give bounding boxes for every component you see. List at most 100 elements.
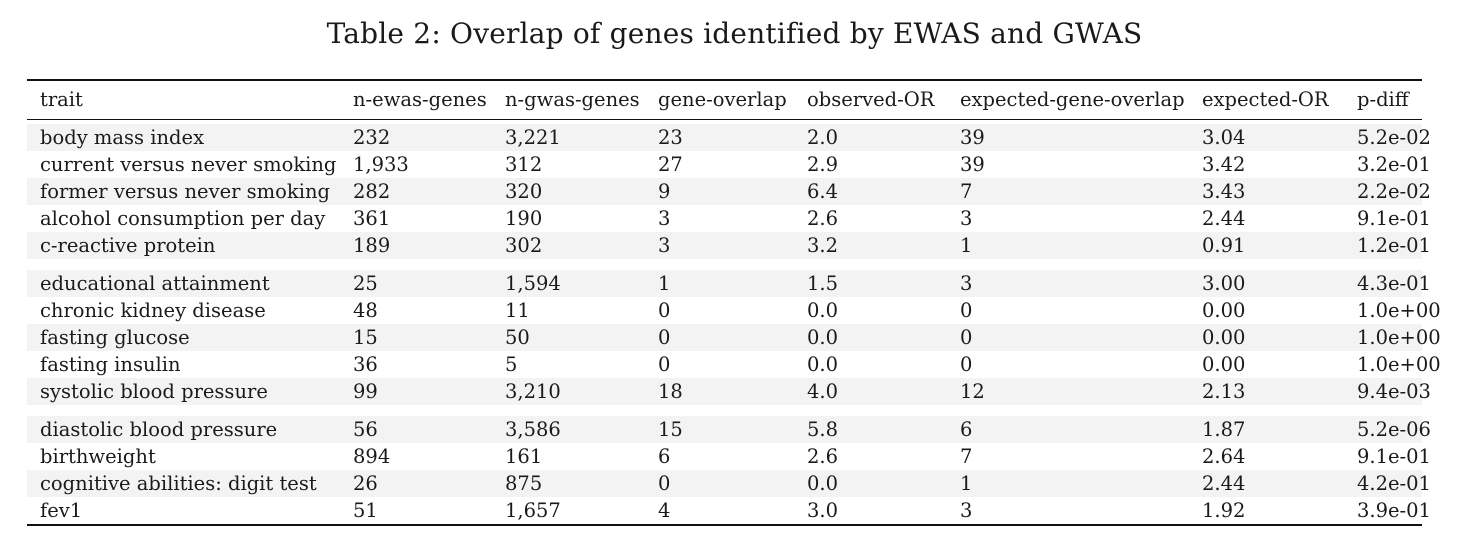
table-top-rule bbox=[27, 79, 1422, 81]
cell-gene-overlap: 3 bbox=[658, 234, 671, 257]
cell-p-diff: 9.1e-01 bbox=[1357, 207, 1431, 230]
cell-observed-or: 3.0 bbox=[807, 499, 839, 522]
cell-n-ewas-genes: 1,933 bbox=[353, 153, 409, 176]
table-row: fev1 51 1,657 4 3.0 3 1.92 3.9e-01 bbox=[27, 497, 1431, 524]
table-row: fasting insulin 36 5 0 0.0 0 0.00 1.0e+00 bbox=[27, 351, 1441, 378]
table-row: body mass index 232 3,221 23 2.0 39 3.04 5.2e-0… bbox=[27, 124, 1431, 151]
cell-expected-or: 0.00 bbox=[1202, 326, 1246, 349]
cell-n-gwas-genes: 161 bbox=[505, 445, 543, 468]
cell-expected-gene-overlap: 0 bbox=[960, 353, 973, 376]
cell-observed-or: 0.0 bbox=[807, 353, 839, 376]
cell-gene-overlap: 27 bbox=[658, 153, 683, 176]
cell-n-ewas-genes: 282 bbox=[353, 180, 391, 203]
cell-expected-or: 1.92 bbox=[1202, 499, 1246, 522]
cell-trait: chronic kidney disease bbox=[40, 299, 266, 322]
table-row: chronic kidney disease 48 11 0 0.0 0 0.00 1.0e+… bbox=[27, 297, 1441, 324]
column-header-n-gwas-genes: n-gwas-genes bbox=[505, 88, 640, 111]
cell-expected-gene-overlap: 12 bbox=[960, 380, 985, 403]
cell-trait: fasting insulin bbox=[40, 353, 181, 376]
cell-trait: systolic blood pressure bbox=[40, 380, 268, 403]
cell-n-ewas-genes: 894 bbox=[353, 445, 391, 468]
table-row: former versus never smoking 282 320 9 6.4 7 3.… bbox=[27, 178, 1431, 205]
cell-n-ewas-genes: 56 bbox=[353, 418, 378, 441]
cell-observed-or: 1.5 bbox=[807, 272, 839, 295]
cell-trait: fasting glucose bbox=[40, 326, 190, 349]
table-row: educational attainment 25 1,594 1 1.5 3 3.00 4.… bbox=[27, 270, 1431, 297]
cell-n-ewas-genes: 15 bbox=[353, 326, 378, 349]
cell-gene-overlap: 0 bbox=[658, 326, 671, 349]
cell-n-ewas-genes: 36 bbox=[353, 353, 378, 376]
cell-n-ewas-genes: 189 bbox=[353, 234, 391, 257]
cell-gene-overlap: 3 bbox=[658, 207, 671, 230]
cell-trait: current versus never smoking bbox=[40, 153, 337, 176]
cell-observed-or: 2.9 bbox=[807, 153, 839, 176]
cell-n-gwas-genes: 11 bbox=[505, 299, 530, 322]
cell-n-gwas-genes: 3,221 bbox=[505, 126, 561, 149]
cell-n-gwas-genes: 302 bbox=[505, 234, 543, 257]
cell-p-diff: 9.1e-01 bbox=[1357, 445, 1431, 468]
table-row: birthweight 894 161 6 2.6 7 2.64 9.1e-01 bbox=[27, 443, 1431, 470]
cell-n-gwas-genes: 875 bbox=[505, 472, 543, 495]
cell-expected-gene-overlap: 1 bbox=[960, 472, 973, 495]
cell-n-gwas-genes: 50 bbox=[505, 326, 530, 349]
table-row: fasting glucose 15 50 0 0.0 0 0.00 1.0e+00 bbox=[27, 324, 1441, 351]
cell-n-gwas-genes: 3,210 bbox=[505, 380, 561, 403]
cell-trait: educational attainment bbox=[40, 272, 270, 295]
cell-expected-gene-overlap: 0 bbox=[960, 299, 973, 322]
column-header-p-diff: p-diff bbox=[1357, 88, 1409, 111]
cell-trait: body mass index bbox=[40, 126, 205, 149]
table-row: diastolic blood pressure 56 3,586 15 5.8 6 1.8… bbox=[27, 416, 1431, 443]
cell-expected-or: 2.44 bbox=[1202, 472, 1246, 495]
table-row: cognitive abilities: digit test 26 875 0 0.0… bbox=[27, 470, 1431, 497]
cell-expected-gene-overlap: 3 bbox=[960, 272, 973, 295]
cell-observed-or: 0.0 bbox=[807, 299, 839, 322]
cell-expected-gene-overlap: 3 bbox=[960, 207, 973, 230]
cell-n-gwas-genes: 1,594 bbox=[505, 272, 561, 295]
cell-n-gwas-genes: 320 bbox=[505, 180, 543, 203]
cell-expected-or: 0.91 bbox=[1202, 234, 1246, 257]
cell-observed-or: 4.0 bbox=[807, 380, 839, 403]
cell-gene-overlap: 1 bbox=[658, 272, 671, 295]
cell-expected-gene-overlap: 39 bbox=[960, 153, 985, 176]
cell-trait: c-reactive protein bbox=[40, 234, 216, 257]
cell-expected-or: 3.42 bbox=[1202, 153, 1246, 176]
cell-expected-gene-overlap: 6 bbox=[960, 418, 973, 441]
cell-p-diff: 2.2e-02 bbox=[1357, 180, 1431, 203]
cell-p-diff: 1.2e-01 bbox=[1357, 234, 1431, 257]
cell-trait: diastolic blood pressure bbox=[40, 418, 278, 441]
cell-n-ewas-genes: 51 bbox=[353, 499, 378, 522]
cell-expected-gene-overlap: 39 bbox=[960, 126, 985, 149]
cell-n-ewas-genes: 232 bbox=[353, 126, 391, 149]
cell-p-diff: 4.2e-01 bbox=[1357, 472, 1431, 495]
table-header-rule bbox=[27, 119, 1422, 120]
cell-p-diff: 1.0e+00 bbox=[1357, 353, 1441, 376]
cell-gene-overlap: 18 bbox=[658, 380, 683, 403]
cell-n-gwas-genes: 5 bbox=[505, 353, 518, 376]
cell-p-diff: 9.4e-03 bbox=[1357, 380, 1431, 403]
cell-n-ewas-genes: 25 bbox=[353, 272, 378, 295]
cell-n-gwas-genes: 3,586 bbox=[505, 418, 561, 441]
table-bottom-rule bbox=[27, 524, 1422, 526]
column-header-observed-or: observed-OR bbox=[807, 88, 935, 111]
cell-trait: birthweight bbox=[40, 445, 156, 468]
cell-trait: former versus never smoking bbox=[40, 180, 330, 203]
cell-expected-gene-overlap: 0 bbox=[960, 326, 973, 349]
cell-n-gwas-genes: 1,657 bbox=[505, 499, 561, 522]
column-header-expected-gene-overlap: expected-gene-overlap bbox=[960, 88, 1185, 111]
cell-p-diff: 1.0e+00 bbox=[1357, 299, 1441, 322]
cell-expected-or: 1.87 bbox=[1202, 418, 1246, 441]
cell-observed-or: 5.8 bbox=[807, 418, 839, 441]
cell-p-diff: 5.2e-02 bbox=[1357, 126, 1431, 149]
cell-p-diff: 3.9e-01 bbox=[1357, 499, 1431, 522]
cell-expected-or: 3.00 bbox=[1202, 272, 1246, 295]
cell-expected-or: 0.00 bbox=[1202, 299, 1246, 322]
cell-expected-or: 2.44 bbox=[1202, 207, 1246, 230]
cell-p-diff: 4.3e-01 bbox=[1357, 272, 1431, 295]
cell-observed-or: 0.0 bbox=[807, 472, 839, 495]
cell-n-ewas-genes: 26 bbox=[353, 472, 378, 495]
cell-trait: alcohol consumption per day bbox=[40, 207, 326, 230]
table-row: alcohol consumption per day 361 190 3 2.6 3 2.… bbox=[27, 205, 1431, 232]
cell-expected-or: 0.00 bbox=[1202, 353, 1246, 376]
cell-observed-or: 3.2 bbox=[807, 234, 839, 257]
cell-expected-gene-overlap: 1 bbox=[960, 234, 973, 257]
